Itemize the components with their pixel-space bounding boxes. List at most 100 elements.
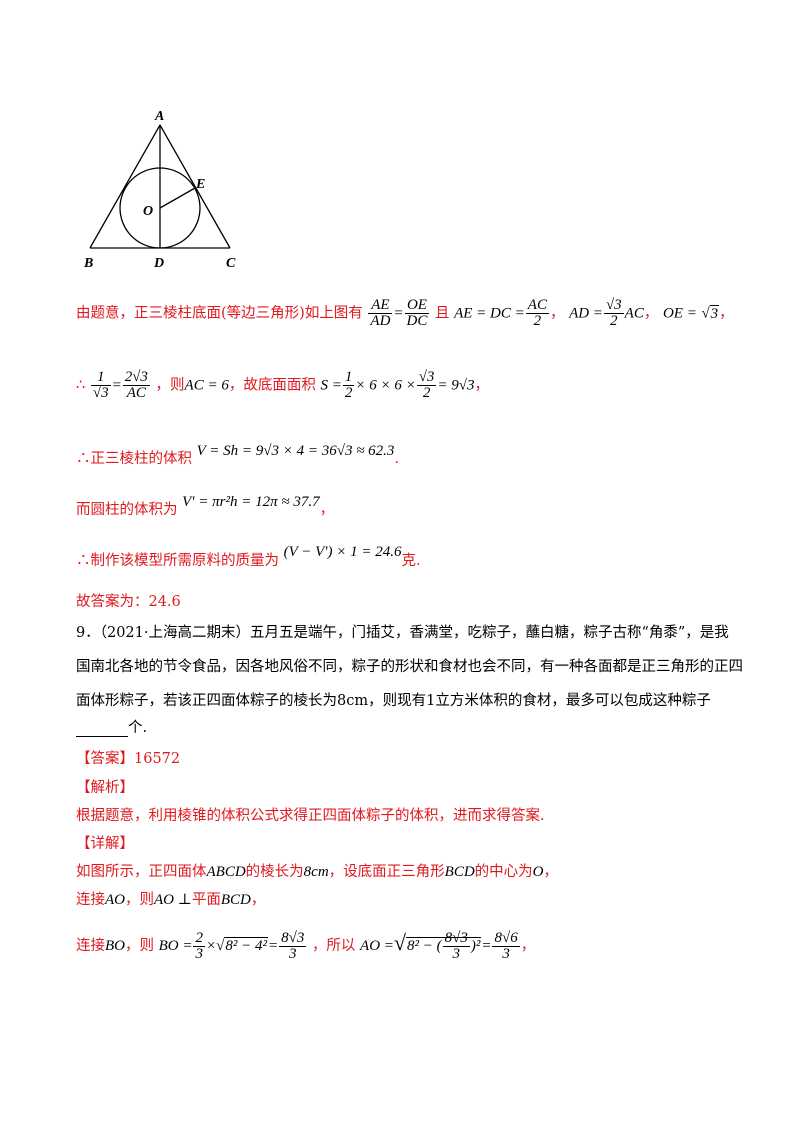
math-expr: V' = πr²h = 12π ≈ 37.7 [182, 494, 320, 510]
solution-line-5: ∴制作该模型所需原料的质量为 (V − V') × 1 = 24.6克. [76, 544, 421, 570]
equals-sign: = [393, 305, 404, 322]
answer-blank [76, 722, 128, 737]
text-segment: 由题意，正三棱柱底面(等边三角形)如上图有 [76, 305, 363, 322]
period: . [394, 451, 400, 467]
comma: ， [643, 305, 659, 322]
text-segment: ，则 [155, 377, 185, 394]
question-9-line-4: 个. [76, 716, 147, 737]
denominator: 3 [452, 946, 460, 963]
detail-line-2: 连接AO，则AO ⊥平面BCD， [76, 888, 265, 909]
radicand-part: 8² − ( [407, 938, 442, 954]
numerator: AE [368, 298, 393, 314]
math-expr: = 9√3 [437, 377, 475, 394]
fraction-oe-dc: OE DC [404, 298, 430, 329]
math-expr: BCD [444, 864, 475, 880]
denominator: 2 [422, 385, 431, 401]
numerator: 1 [342, 369, 355, 386]
text-segment: 而圆柱的体积为 [76, 502, 178, 518]
math-expr: AC = 6 [184, 377, 229, 394]
sqrt-radicand-ao: 8² − (8√3 3)² [406, 931, 482, 962]
math-expr: AO [105, 892, 125, 908]
fraction-1-sqrt3: 1 √3 [90, 370, 111, 401]
numerator: 8√3 [442, 930, 470, 948]
denominator: 3 [502, 945, 510, 962]
label-C: C [226, 256, 236, 271]
text-segment: 个. [128, 720, 148, 736]
numerator: 8√6 [492, 929, 520, 947]
math-expr: O [532, 864, 544, 880]
text-segment: 克. [401, 553, 421, 569]
analysis-body: 根据题意，利用棱锥的体积公式求得正四面体粽子的体积，进而求得答案. [76, 808, 545, 824]
text-segment: ，故底面面积 [228, 377, 316, 394]
sqrt-radicand: 3 [709, 304, 720, 322]
question-9-line-2: 国南北各地的节令食品，因各地风俗不同，粽子的形状和食材也会不同，有一种各面都是正… [76, 659, 743, 675]
equals-sign: = [111, 377, 122, 394]
math-expr: AC [624, 305, 644, 322]
triangle-incircle-figure: A E O B D C [83, 109, 236, 271]
sqrt-radicand: 8² − 4² [224, 937, 268, 954]
denominator: 2 [533, 313, 542, 329]
math-expr: BO [105, 938, 125, 954]
text-segment: 如图所示，正四面体 [76, 864, 207, 880]
solution-line-1: 由题意，正三棱柱底面(等边三角形)如上图有 AE AD = OE DC 且 AE = D… [76, 297, 734, 329]
question-9-line-3: 面体形粽子，若该正四面体粽子的棱长为8cm，则现有1立方米体积的食材，最多可以包… [76, 693, 711, 709]
solution-line-2: ∴ 1 √3 = 2√3 AC ，则AC = 6，故底面面积 S = 1 2 × 6 × 6 … [76, 370, 489, 401]
math-expr: BCD [220, 892, 251, 908]
math-expr: × 6 × 6 × [355, 377, 416, 394]
math-expr: (V − V') × 1 = 24.6 [283, 544, 402, 560]
fraction-sqrt3-2: √3 2 [603, 297, 624, 329]
math-expr: OE = [662, 305, 697, 322]
fraction-2sqrt3-ac: 2√3 AC [122, 369, 150, 401]
numerator: 2√3 [122, 369, 150, 386]
fraction-sqrt3-2: √3 2 [416, 369, 437, 401]
fraction-8sqrt6-3: 8√6 3 [492, 929, 520, 962]
numerator: √3 [603, 297, 624, 314]
comma: ， [520, 938, 536, 954]
numerator: √3 [416, 369, 437, 386]
math-expr: × [205, 938, 217, 954]
answer-summary: 故答案为：24.6 [76, 594, 181, 610]
denominator: 3 [195, 945, 203, 962]
fraction-8sqrt3-3: 8√3 3 [442, 930, 470, 963]
radicand-part: )² [470, 938, 481, 954]
math-expr: S = [320, 377, 342, 394]
comma: ， [543, 864, 559, 880]
denominator: AD [370, 313, 391, 329]
label-B: B [83, 256, 93, 271]
text-segment: ，所以 [311, 938, 356, 954]
text-segment: ∴正三棱柱的体积 [76, 451, 192, 467]
math-expr: AE = DC = [454, 305, 525, 322]
text-segment: 的棱长为 [245, 864, 304, 880]
detail-line-1: 如图所示，正四面体ABCD的棱长为8cm，设底面正三角形BCD的中心为O， [76, 860, 558, 881]
fraction-ac-2: AC 2 [525, 298, 549, 329]
question-9-line-1: 9．（2021·上海高二期末）五月五是端午，门插艾，香满堂，吃粽子，蘸白糖，粽子… [76, 625, 729, 641]
text-segment: 平面 [191, 892, 221, 908]
math-expr: V = Sh = 9√3 × 4 = 36√3 ≈ 62.3 [196, 443, 395, 459]
answer-heading: 【答案】16572 [76, 751, 181, 767]
denominator: DC [406, 313, 428, 329]
comma: ， [319, 502, 335, 518]
denominator: 2 [344, 385, 353, 401]
text-segment: 且 [435, 305, 450, 322]
equals-sign: = [481, 938, 492, 954]
numerator: 2 [193, 929, 205, 947]
comma: ， [474, 377, 490, 394]
denominator: AC [126, 385, 146, 401]
label-E: E [195, 177, 205, 192]
math-expr: AO = [360, 938, 394, 954]
text-segment: ∴制作该模型所需原料的质量为 [76, 553, 279, 569]
math-expr: ABCD [206, 864, 246, 880]
solution-line-3: ∴正三棱柱的体积 V = Sh = 9√3 × 4 = 36√3 ≈ 62.3. [76, 443, 400, 468]
denominator: 2 [610, 313, 618, 329]
numerator: OE [404, 298, 430, 314]
text-segment: 的中心为 [474, 864, 533, 880]
fraction-ae-ad: AE AD [368, 298, 393, 329]
denominator: 3 [288, 945, 297, 962]
detail-line-3: 连接BO，则 BO = 2 3 ×√8² − 4²= 8√3 3 ，所以 AO =√8² … [76, 929, 536, 963]
comma: ， [250, 892, 266, 908]
comma: ， [549, 305, 565, 322]
math-expr: AO ⊥ [154, 892, 192, 908]
denominator: √3 [92, 385, 109, 401]
